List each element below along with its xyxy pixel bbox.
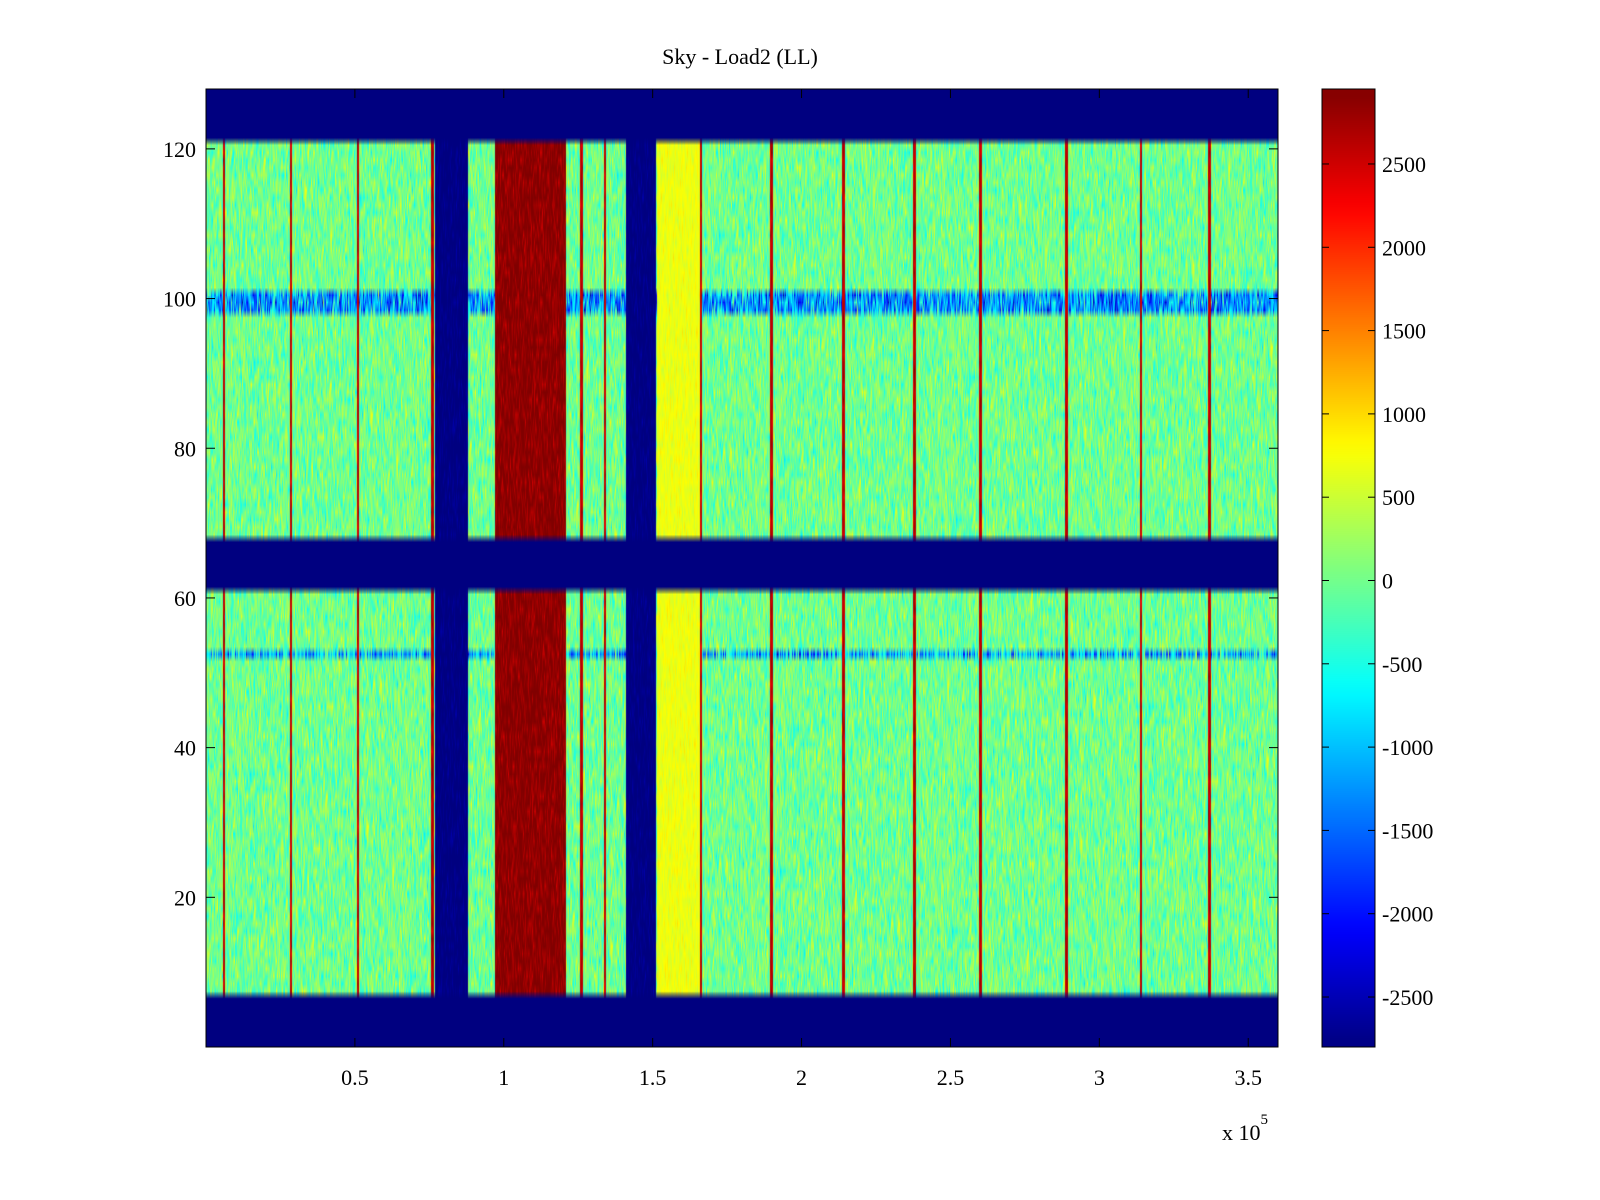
plot-area: 0.5 1 1.5 2 2.5 3 3.5 20 40 60 80 100 120: [163, 88, 1279, 1090]
plot-frame: [205, 88, 1279, 1048]
colorbar-tick-label: 500: [1382, 485, 1415, 510]
colorbar-tick-label: 0: [1382, 568, 1393, 593]
y-tick-label: 100: [163, 287, 196, 312]
colorbar-image: [1322, 89, 1375, 1047]
x-tick-label: 3.5: [1234, 1065, 1262, 1090]
colorbar: 2500 2000 1500 1000 500 0 -500 -1000 -1500 -2000 -…: [1321, 88, 1433, 1048]
colorbar-tick-label: -1500: [1382, 818, 1433, 843]
y-tick-label: 80: [174, 436, 196, 461]
colorbar-tick-label: 1500: [1382, 319, 1426, 344]
x-axis-ticks: 0.5 1 1.5 2 2.5 3 3.5: [341, 89, 1262, 1090]
x-tick-label: 1: [498, 1065, 509, 1090]
x-tick-label: 2.5: [937, 1065, 965, 1090]
x-tick-label: 1.5: [639, 1065, 667, 1090]
chart-title: Sky - Load2 (LL): [662, 44, 818, 69]
y-axis-ticks: 20 40 60 80 100 120: [163, 137, 1278, 910]
x-multiplier-label: x 105: [1222, 1112, 1268, 1145]
colorbar-tick-label: -500: [1382, 652, 1422, 677]
x-multiplier-exponent: 5: [1261, 1112, 1269, 1128]
colorbar-tick-label: -2500: [1382, 985, 1433, 1010]
x-tick-label: 0.5: [341, 1065, 369, 1090]
heatmap-image: [206, 89, 1278, 1047]
y-tick-label: 40: [174, 736, 196, 761]
x-tick-label: 3: [1094, 1065, 1105, 1090]
x-tick-label: 2: [796, 1065, 807, 1090]
y-tick-label: 60: [174, 586, 196, 611]
colorbar-tick-label: -2000: [1382, 902, 1433, 927]
colorbar-frame: [1321, 88, 1376, 1048]
colorbar-tick-label: 2000: [1382, 235, 1426, 260]
y-tick-label: 20: [174, 885, 196, 910]
colorbar-tick-label: 1000: [1382, 402, 1426, 427]
colorbar-ticks: 2500 2000 1500 1000 500 0 -500 -1000 -1500 -2000 -…: [1322, 152, 1433, 1010]
colorbar-tick-label: 2500: [1382, 152, 1426, 177]
y-tick-label: 120: [163, 137, 196, 162]
colorbar-tick-label: -1000: [1382, 735, 1433, 760]
